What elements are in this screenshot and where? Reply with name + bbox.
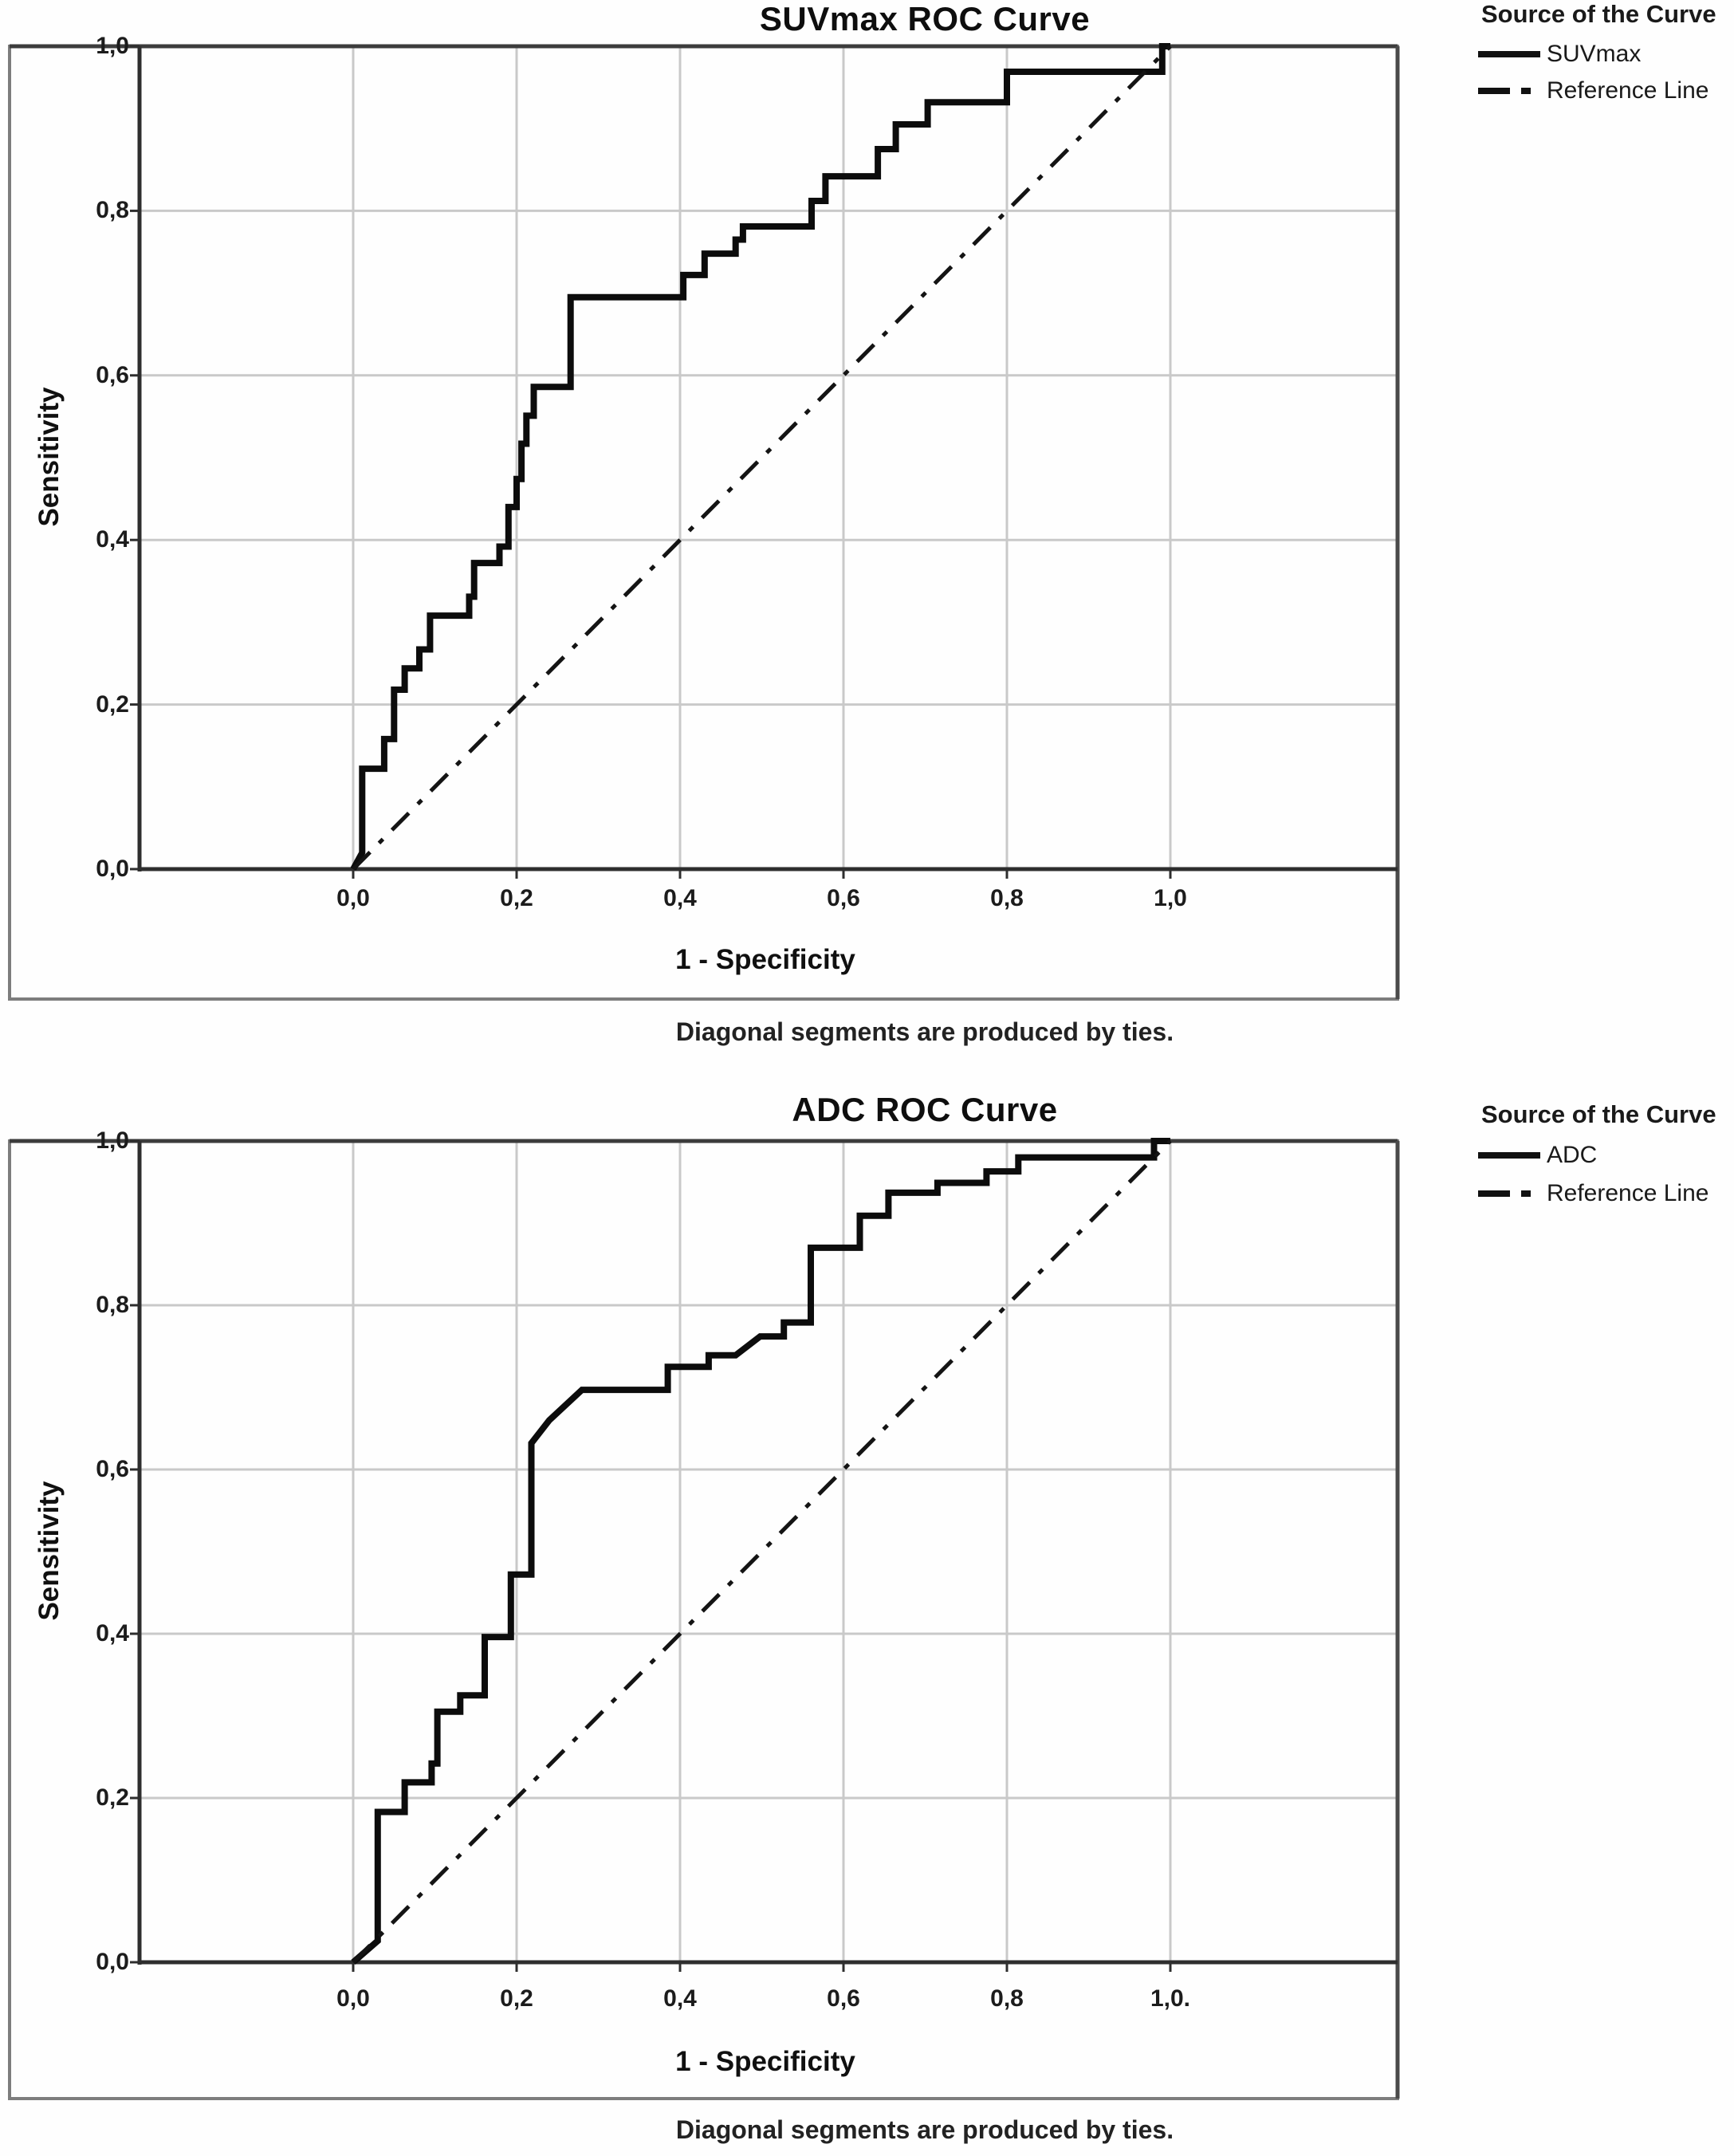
- x-tick-label: 0,0: [336, 1985, 370, 2012]
- y-tick-label: 0,2: [96, 690, 129, 718]
- x-tick-label: 0,8: [990, 885, 1024, 911]
- y-tick-label: 0,6: [96, 361, 129, 388]
- roc-curve-line: [350, 43, 1170, 871]
- x-tick-label: 0,0: [336, 885, 370, 911]
- chart2-caption: Diagonal segments are produced by ties.: [675, 2115, 1174, 2144]
- y-tick-label: 0,4: [96, 526, 129, 553]
- roc-curve-line: [351, 1138, 1170, 1965]
- chart1-legend-line-dashdot-icon: [1478, 88, 1540, 94]
- chart2-legend-line-dashdot-icon: [1478, 1190, 1540, 1197]
- y-tick-label: 0,2: [96, 1784, 129, 1811]
- y-tick-label: 0,4: [96, 1620, 129, 1647]
- chart1-legend-item-suvmax: SUVmax: [1547, 41, 1642, 67]
- y-tick-label: 1,0: [96, 1127, 129, 1154]
- x-tick-label: 0,4: [663, 1985, 697, 2012]
- chart2-x-axis-title: 1 - Specificity: [675, 2046, 855, 2077]
- chart2-legend-line-solid-icon: [1478, 1152, 1540, 1159]
- chart1-legend-title: Source of the Curve: [1481, 0, 1716, 28]
- chart2-legend-title: Source of the Curve: [1481, 1100, 1716, 1128]
- chart1-x-axis-title: 1 - Specificity: [675, 944, 855, 975]
- x-tick-label: 0,2: [500, 885, 533, 911]
- chart2-legend-item-reference: Reference Line: [1547, 1180, 1709, 1206]
- y-tick-label: 1,0: [96, 33, 129, 59]
- y-tick-label: 0,0: [96, 856, 129, 882]
- x-tick-label: 1,0.: [1150, 1985, 1191, 2012]
- chart2-title: ADC ROC Curve: [792, 1091, 1058, 1128]
- x-tick-label: 1,0: [1154, 885, 1187, 911]
- figure-frame: [8, 45, 1399, 1001]
- x-tick-label: 0,2: [500, 1985, 533, 2012]
- y-tick-label: 0,0: [96, 1949, 129, 1975]
- x-tick-label: 0,4: [663, 885, 697, 911]
- x-tick-label: 0,6: [827, 885, 860, 911]
- chart2-legend-item-adc: ADC: [1547, 1142, 1598, 1168]
- x-tick-label: 0,8: [990, 1985, 1024, 2012]
- x-tick-label: 0,6: [827, 1985, 860, 2012]
- figure-frame: [8, 1139, 1399, 2100]
- chart1-legend-line-solid-icon: [1478, 51, 1540, 57]
- y-tick-label: 0,8: [96, 1292, 129, 1318]
- chart1-caption: Diagonal segments are produced by ties.: [675, 1017, 1174, 1046]
- y-tick-label: 0,6: [96, 1456, 129, 1482]
- reference-line: [352, 1139, 1172, 1964]
- chart1-legend-item-reference: Reference Line: [1547, 77, 1709, 104]
- reference-line: [352, 45, 1172, 871]
- y-tick-label: 0,8: [96, 197, 129, 224]
- chart1-title: SUVmax ROC Curve: [759, 0, 1091, 37]
